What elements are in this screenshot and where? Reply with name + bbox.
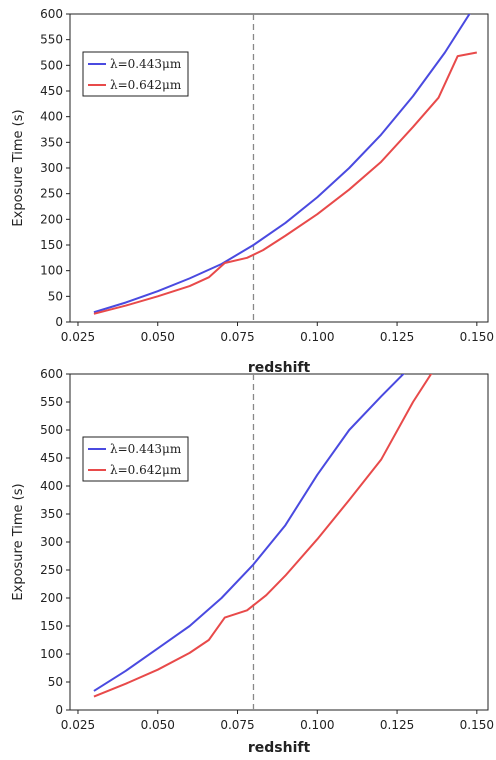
y-tick-label: 100 xyxy=(40,647,63,661)
x-tick-label: 0.075 xyxy=(220,330,254,344)
legend-entry: λ=0.642μm xyxy=(110,463,182,477)
chart-panel-1: 0 50 100 150 200 250 300 350 400 450 500 550 600 0.02… xyxy=(11,7,494,376)
series-line-2 xyxy=(93,51,478,315)
y-tick-label: 100 xyxy=(40,264,63,278)
y-axis-label: Exposure Time (s) xyxy=(11,109,26,226)
legend: λ=0.443μm λ=0.642μm xyxy=(82,436,189,482)
x-tick-label: 0.050 xyxy=(141,330,175,344)
y-tick-label: 300 xyxy=(40,161,63,175)
legend-entry: λ=0.642μm xyxy=(110,78,182,92)
y-tick-label: 0 xyxy=(55,315,63,329)
y-tick-label: 300 xyxy=(40,535,63,549)
y-tick-label: 450 xyxy=(40,451,63,465)
legend-box xyxy=(82,436,189,482)
y-tick-label: 200 xyxy=(40,591,63,605)
y-tick-label: 600 xyxy=(40,367,63,381)
legend-entry: λ=0.443μm xyxy=(110,57,182,71)
x-tick-label: 0.150 xyxy=(460,330,494,344)
y-tick-label: 200 xyxy=(40,212,63,226)
x-tick-label: 0.125 xyxy=(380,330,414,344)
series-line-1 xyxy=(93,374,405,692)
y-tick-label: 150 xyxy=(40,619,63,633)
y-tick-label: 350 xyxy=(40,507,63,521)
x-tick-label: 0.150 xyxy=(460,718,494,732)
x-axis-label: redshift xyxy=(248,360,311,376)
x-tick-label: 0.100 xyxy=(300,330,334,344)
y-tick-label: 500 xyxy=(40,423,63,437)
x-tick-label: 0.075 xyxy=(220,718,254,732)
y-tick-label: 450 xyxy=(40,84,63,98)
x-axis-label: redshift xyxy=(248,740,311,756)
x-tick-label: 0.125 xyxy=(380,718,414,732)
legend-box xyxy=(82,51,189,97)
chart-panel-2: 0 50 100 150 200 250 300 350 400 450 500 550 600 0.02… xyxy=(11,367,494,756)
y-axis-label: Exposure Time (s) xyxy=(11,483,26,600)
legend-entry: λ=0.443μm xyxy=(110,442,182,456)
y-tick-label: 400 xyxy=(40,110,63,124)
series-line-2 xyxy=(93,374,433,698)
y-tick-label: 350 xyxy=(40,135,63,149)
y-tick-label: 0 xyxy=(55,703,63,717)
x-tick-label: 0.025 xyxy=(61,330,95,344)
y-tick-label: 400 xyxy=(40,479,63,493)
x-tick-label: 0.100 xyxy=(300,718,334,732)
y-tick-label: 150 xyxy=(40,238,63,252)
legend: λ=0.443μm λ=0.642μm xyxy=(82,51,189,97)
series-line-1 xyxy=(93,14,471,314)
y-tick-label: 50 xyxy=(48,289,63,303)
x-tick-label: 0.050 xyxy=(141,718,175,732)
y-tick-label: 550 xyxy=(40,395,63,409)
y-tick-label: 50 xyxy=(48,675,63,689)
y-tick-label: 600 xyxy=(40,7,63,21)
y-tick-label: 250 xyxy=(40,187,63,201)
y-tick-label: 250 xyxy=(40,563,63,577)
x-tick-label: 0.025 xyxy=(61,718,95,732)
plot-frame xyxy=(69,373,489,711)
y-tick-label: 550 xyxy=(40,33,63,47)
y-tick-label: 500 xyxy=(40,58,63,72)
